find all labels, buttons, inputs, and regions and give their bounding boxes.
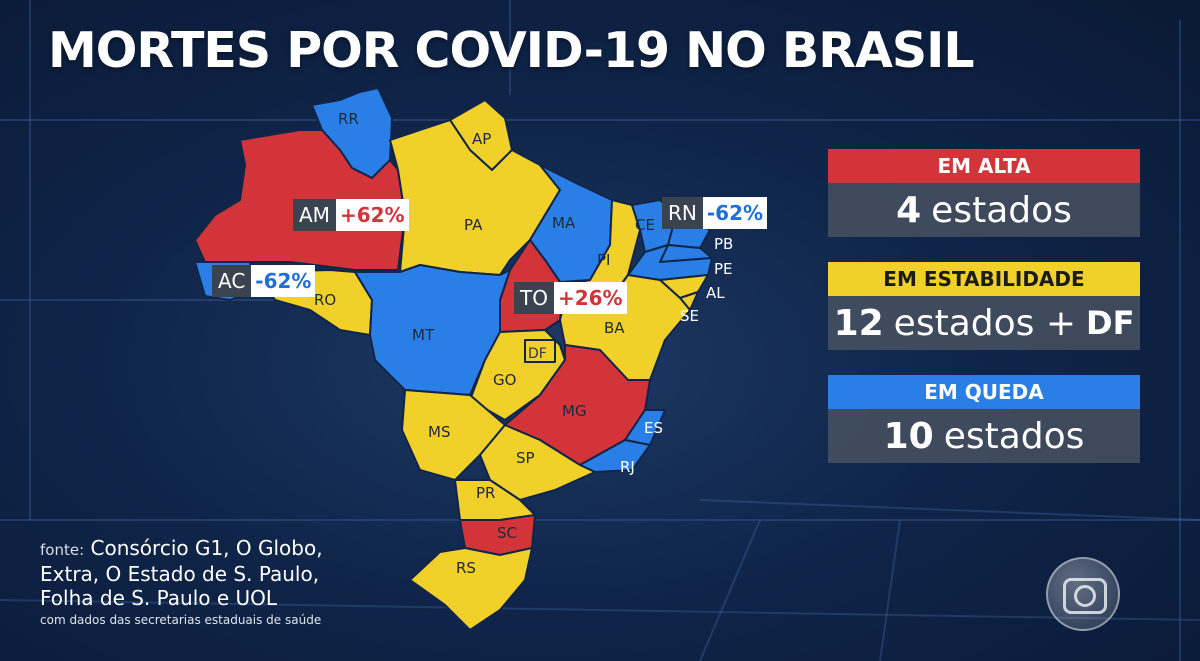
label-ce: CE [635, 216, 655, 234]
legend-em-alta-header: EM ALTA [828, 149, 1140, 183]
source-text-2: Extra, O Estado de S. Paulo, [40, 562, 320, 586]
state-ma [529, 164, 613, 283]
page-title: MORTES POR COVID-19 NO BRASIL [48, 22, 975, 79]
label-pr: PR [476, 484, 495, 502]
source-note: com dados das secretarias estaduais de s… [40, 613, 322, 627]
label-ms: MS [428, 423, 450, 441]
state-df [524, 339, 556, 363]
callout-to-abbr: TO [514, 282, 554, 314]
callout-am-abbr: AM [293, 199, 336, 231]
label-df: DF [528, 346, 547, 362]
legend-em-queda-count: 10 [883, 415, 934, 457]
source-label: fonte: [40, 541, 85, 559]
callout-rn-pct: -62% [702, 197, 768, 229]
label-ma: MA [552, 214, 576, 232]
callout-to: TO +26% [514, 282, 627, 314]
legend-em-queda: EM QUEDA 10 estados [828, 375, 1140, 463]
callout-am: AM +62% [293, 199, 409, 231]
legend-em-queda-body: 10 estados [828, 409, 1140, 463]
legend-em-alta-body: 4 estados [828, 183, 1140, 237]
legend-em-estabilidade-unit: estados + [893, 302, 1076, 344]
label-pa: PA [464, 216, 483, 234]
callout-to-pct: +26% [553, 282, 627, 314]
label-es: ES [644, 419, 663, 437]
legend-em-estabilidade-header: EM ESTABILIDADE [828, 262, 1140, 296]
legend-em-queda-header: EM QUEDA [828, 375, 1140, 409]
legend-em-estabilidade-count: 12 [833, 302, 884, 344]
legend-em-estabilidade-extra: DF [1086, 304, 1135, 342]
callout-ac-abbr: AC [212, 265, 252, 297]
label-sp: SP [516, 449, 535, 467]
source-credit: fonte: Consórcio G1, O Globo, Extra, O E… [40, 536, 420, 628]
callout-rn: RN -62% [662, 197, 768, 229]
source-text-3: Folha de S. Paulo e UOL [40, 586, 278, 610]
label-ap: AP [472, 130, 491, 148]
label-rj: RJ [620, 458, 635, 476]
label-mg: MG [562, 402, 587, 420]
legend-em-alta-unit: estados [931, 189, 1072, 231]
label-go: GO [493, 371, 516, 389]
label-al: AL [706, 284, 725, 302]
label-rs: RS [456, 559, 476, 577]
legend-em-alta-count: 4 [896, 189, 922, 231]
callout-am-pct: +62% [335, 199, 409, 231]
label-rr: RR [338, 110, 359, 128]
tv-globo-logo-icon [1046, 557, 1120, 631]
legend-em-estabilidade: EM ESTABILIDADE 12 estados + DF [828, 262, 1140, 350]
callout-ac: AC -62% [212, 265, 316, 297]
label-pe: PE [714, 260, 733, 278]
label-mt: MT [412, 326, 435, 344]
state-labels: RR AP PA MA CE PI PB PE AL SE BA MT DF G… [314, 110, 733, 577]
legend-em-alta: EM ALTA 4 estados [828, 149, 1140, 237]
callout-ac-pct: -62% [251, 265, 316, 297]
label-ba: BA [604, 319, 625, 337]
legend-em-estabilidade-body: 12 estados + DF [828, 296, 1140, 350]
label-ro: RO [314, 291, 336, 309]
callout-rn-abbr: RN [662, 197, 703, 229]
state-ms [401, 389, 506, 481]
legend-em-queda-unit: estados [943, 415, 1085, 457]
label-sc: SC [497, 524, 517, 542]
state-pa [389, 119, 561, 276]
source-text-1: Consórcio G1, O Globo, [90, 536, 323, 560]
label-pb: PB [714, 235, 733, 253]
state-rs [409, 547, 533, 631]
label-se: SE [680, 307, 699, 325]
label-pi: PI [597, 251, 610, 269]
